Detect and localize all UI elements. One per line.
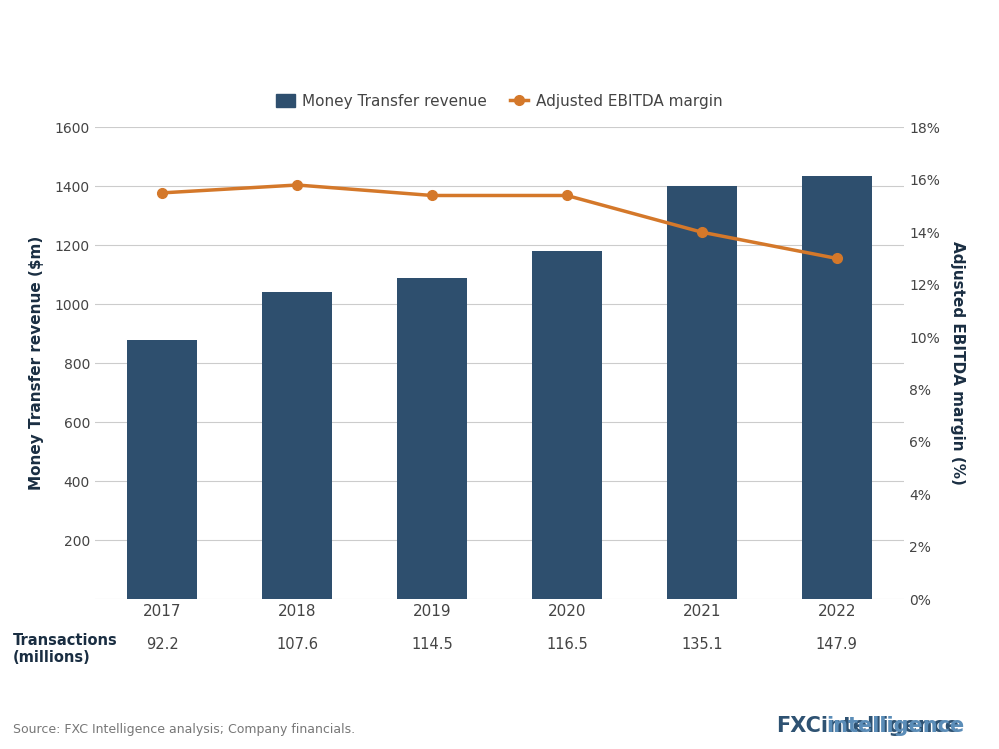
Text: 147.9: 147.9 <box>816 637 857 652</box>
Text: FXCintelligence: FXCintelligence <box>776 715 959 736</box>
Text: 135.1: 135.1 <box>681 637 722 652</box>
Bar <box>127 340 198 599</box>
Bar <box>262 293 333 599</box>
Text: Currency headwinds impact Ria, XE earnings: Currency headwinds impact Ria, XE earnin… <box>16 22 752 50</box>
Bar <box>531 251 602 599</box>
Text: Transactions
(millions): Transactions (millions) <box>13 633 118 665</box>
Text: 92.2: 92.2 <box>146 637 179 652</box>
Bar <box>666 187 737 599</box>
Text: Source: FXC Intelligence analysis; Company financials.: Source: FXC Intelligence analysis; Compa… <box>13 723 355 736</box>
Bar <box>801 176 872 599</box>
Text: 116.5: 116.5 <box>546 637 587 652</box>
Bar <box>397 278 468 599</box>
Legend: Money Transfer revenue, Adjusted EBITDA margin: Money Transfer revenue, Adjusted EBITDA … <box>270 88 729 115</box>
Text: 114.5: 114.5 <box>412 637 453 652</box>
Text: intelligence: intelligence <box>826 715 964 736</box>
Y-axis label: Money Transfer revenue ($m): Money Transfer revenue ($m) <box>29 236 44 491</box>
Y-axis label: Adjusted EBITDA margin (%): Adjusted EBITDA margin (%) <box>950 241 965 485</box>
Text: 107.6: 107.6 <box>276 637 319 652</box>
Text: Euronet Money Transfer revenue and EBITDA margin, 2017 - 2022: Euronet Money Transfer revenue and EBITD… <box>16 73 636 92</box>
